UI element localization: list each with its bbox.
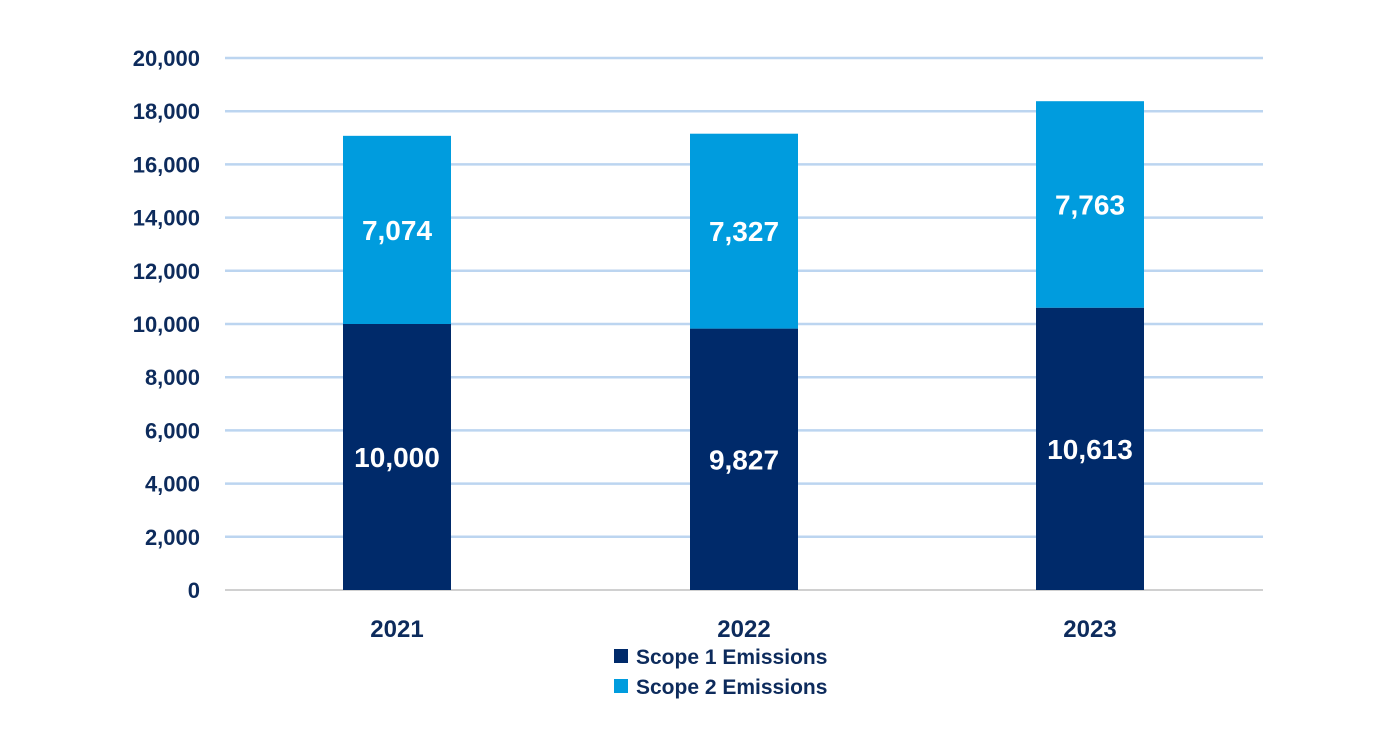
y-axis-tick-labels: 0 2,000 4,000 6,000 8,000 10,000 12,000 14,000 1…: [133, 46, 200, 603]
x-axis-category-labels: 2021 2022 2023: [370, 616, 1116, 643]
y-tick-label: 2,000: [145, 525, 200, 550]
y-tick-label: 4,000: [145, 472, 200, 497]
legend-label: Scope 2 Emissions: [636, 676, 827, 699]
bar-segment: [1036, 307, 1144, 590]
legend-swatch: [614, 679, 628, 693]
x-category-label: 2022: [717, 616, 770, 643]
bar-segment: [343, 324, 451, 590]
data-label: 7,763: [1055, 189, 1125, 220]
data-label: 10,613: [1047, 434, 1133, 465]
data-label: 9,827: [709, 444, 779, 475]
y-tick-label: 0: [188, 578, 200, 603]
y-tick-label: 20,000: [133, 46, 200, 71]
y-tick-label: 8,000: [145, 365, 200, 390]
y-tick-label: 6,000: [145, 418, 200, 443]
legend-label: Scope 1 Emissions: [636, 646, 827, 669]
y-tick-label: 12,000: [133, 259, 200, 284]
y-tick-label: 18,000: [133, 99, 200, 124]
bar-segment: [1036, 101, 1144, 308]
data-label: 7,327: [709, 216, 779, 247]
data-labels: 10,000 7,074 9,827 7,327 10,613 7,763: [354, 189, 1133, 475]
legend: Scope 1 Emissions Scope 2 Emissions: [614, 646, 827, 699]
legend-swatch: [614, 649, 628, 663]
bar-segment: [343, 135, 451, 324]
x-category-label: 2023: [1063, 616, 1116, 643]
x-category-label: 2021: [370, 616, 423, 643]
y-tick-label: 10,000: [133, 312, 200, 337]
bar-segment: [690, 328, 798, 590]
data-label: 10,000: [354, 442, 440, 473]
bars: [343, 101, 1144, 590]
y-tick-label: 14,000: [133, 206, 200, 231]
bar-segment: [690, 133, 798, 329]
data-label: 7,074: [362, 215, 432, 246]
y-tick-label: 16,000: [133, 152, 200, 177]
